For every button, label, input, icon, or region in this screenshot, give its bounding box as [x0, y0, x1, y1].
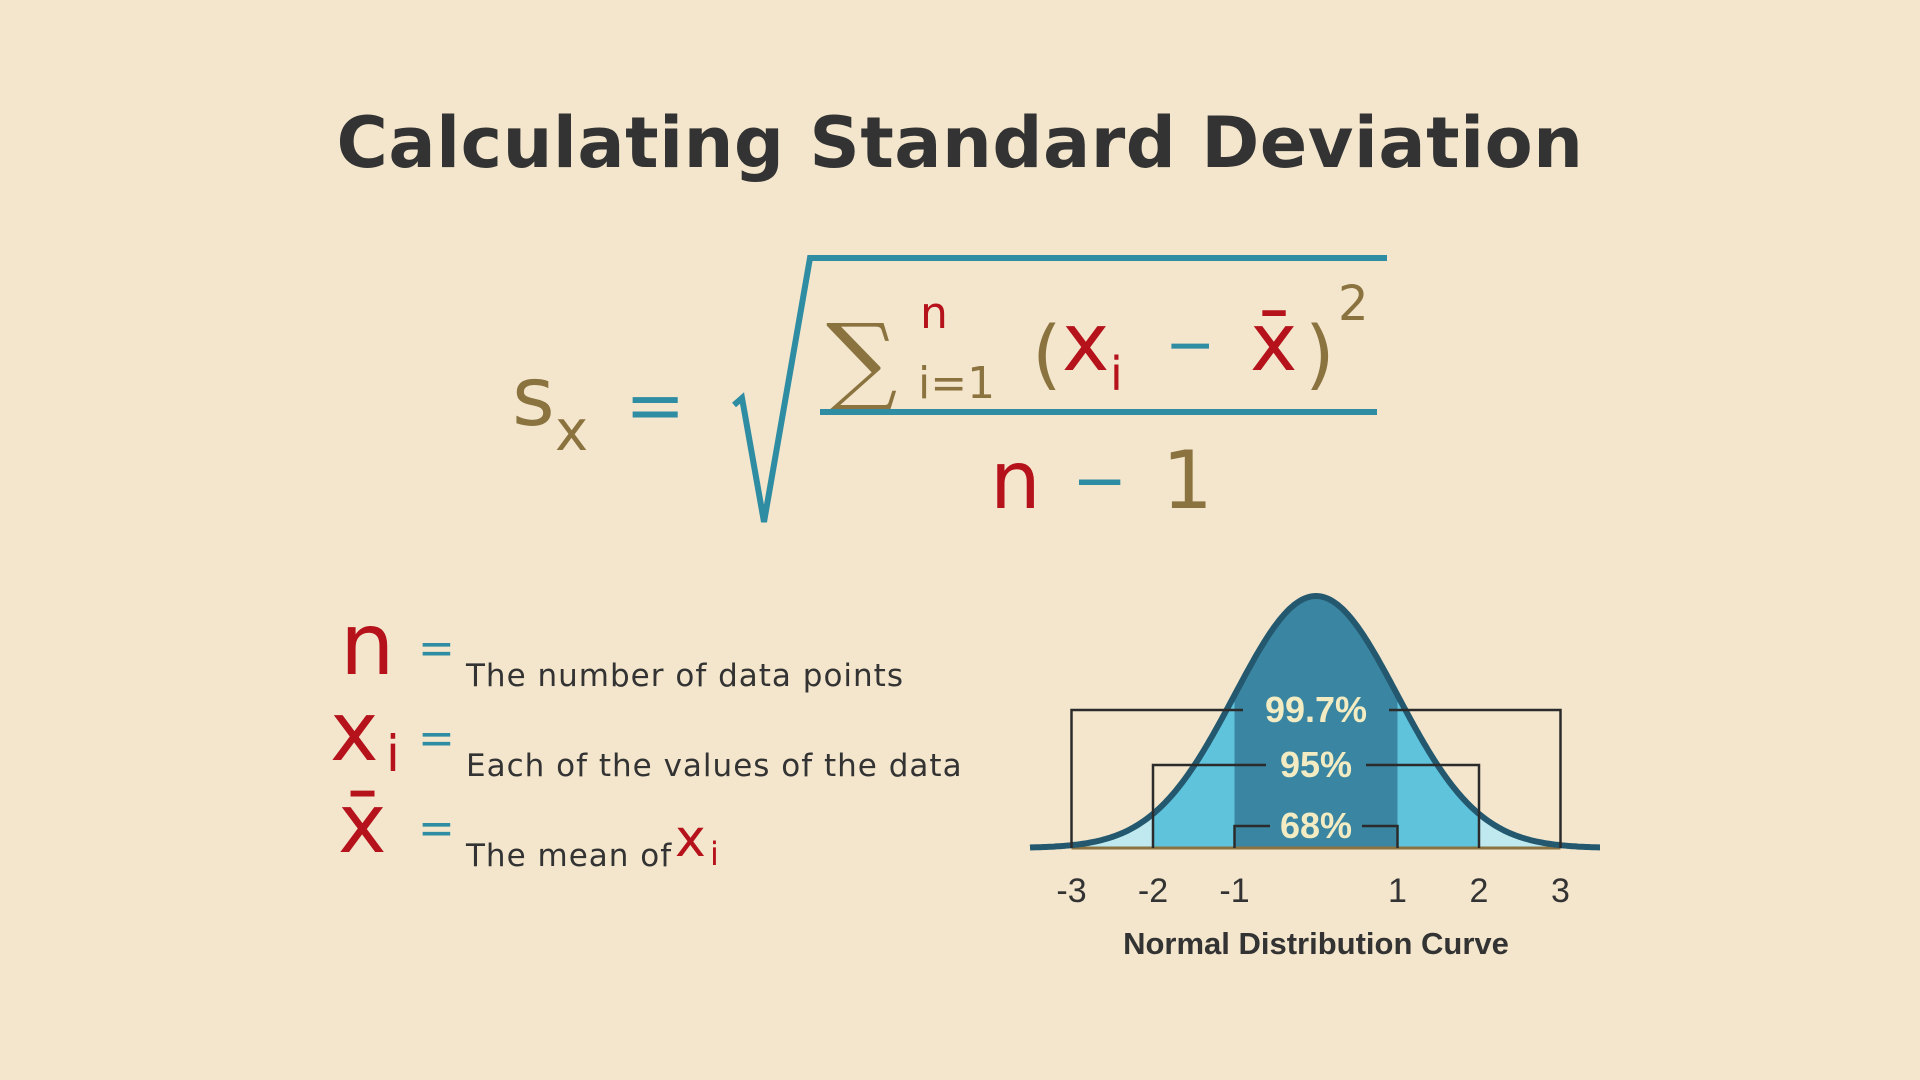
formula-minus: − — [1165, 310, 1215, 380]
formula-denominator-n: n — [990, 434, 1041, 527]
legend-symbol-x-bar: x̄ — [338, 777, 387, 872]
legend-symbol-x-subscript-i: i — [386, 725, 400, 783]
x-tick-label: 2 — [1470, 872, 1489, 910]
formula-left-paren: ( — [1032, 309, 1062, 398]
formula-right-paren: ) — [1305, 309, 1335, 398]
bracket-95 — [1151, 763, 1481, 848]
chart-title: Normal Distribution Curve — [1123, 926, 1509, 961]
formula-lhs-subscript-x: x — [555, 399, 588, 464]
x-tick-label: -2 — [1138, 872, 1168, 910]
x-axis-ticks: -3 -2 -1 1 2 3 — [1056, 872, 1570, 910]
legend-suffix-subscript-i: i — [710, 835, 719, 873]
formula-xi-subscript: i — [1110, 347, 1123, 401]
bracket-99-7 — [1070, 708, 1562, 848]
formula-denominator-1: 1 — [1162, 434, 1213, 527]
legend-text-n: The number of data points — [466, 658, 904, 694]
x-tick-label: 1 — [1388, 872, 1407, 910]
band-labels: 68% 95% 99.7% — [1265, 689, 1367, 846]
page-title: Calculating Standard Deviation — [336, 102, 1584, 184]
band-label-99-7: 99.7% — [1265, 689, 1367, 730]
normal-distribution-chart: 68% 95% 99.7% -3 -2 -1 1 2 3 Normal Distributio… — [1029, 592, 1600, 961]
legend-suffix-x: x — [675, 809, 706, 869]
legend-text-xbar: The mean of — [466, 838, 673, 874]
formula-sigma-lower-i-equals-1: i=1 — [918, 358, 995, 409]
x-tick-label: 3 — [1551, 872, 1570, 910]
band-label-68: 68% — [1280, 805, 1352, 846]
formula-lhs-s: s — [512, 350, 555, 445]
interval-brackets — [1070, 708, 1562, 848]
formula-x-bar: x̄ — [1250, 296, 1297, 389]
bracket-68 — [1233, 824, 1399, 848]
formula-denominator-minus: − — [1072, 442, 1127, 519]
formula-xi: x — [1062, 296, 1109, 389]
formula-equals: = — [625, 363, 685, 447]
formula-sigma-upper-n: n — [920, 288, 948, 339]
legend-equals: = — [418, 713, 455, 764]
standard-deviation-formula: s x = ∑ n i=1 ( x i − x̄ ) 2 n − 1 — [512, 255, 1387, 527]
normal-curve — [1029, 592, 1600, 851]
x-tick-label: -1 — [1219, 872, 1249, 910]
legend-equals: = — [418, 623, 455, 674]
band-label-95: 95% — [1280, 744, 1352, 785]
legend-symbol-x: x — [330, 685, 379, 780]
square-root-sign — [732, 255, 1387, 523]
legend-text-xi: Each of the values of the data — [466, 748, 963, 784]
x-tick-label: -3 — [1056, 872, 1086, 910]
legend-equals: = — [418, 803, 455, 854]
legend-symbol-n: n — [340, 595, 395, 695]
formula-sigma: ∑ — [826, 302, 897, 419]
formula-power-2: 2 — [1338, 276, 1369, 332]
